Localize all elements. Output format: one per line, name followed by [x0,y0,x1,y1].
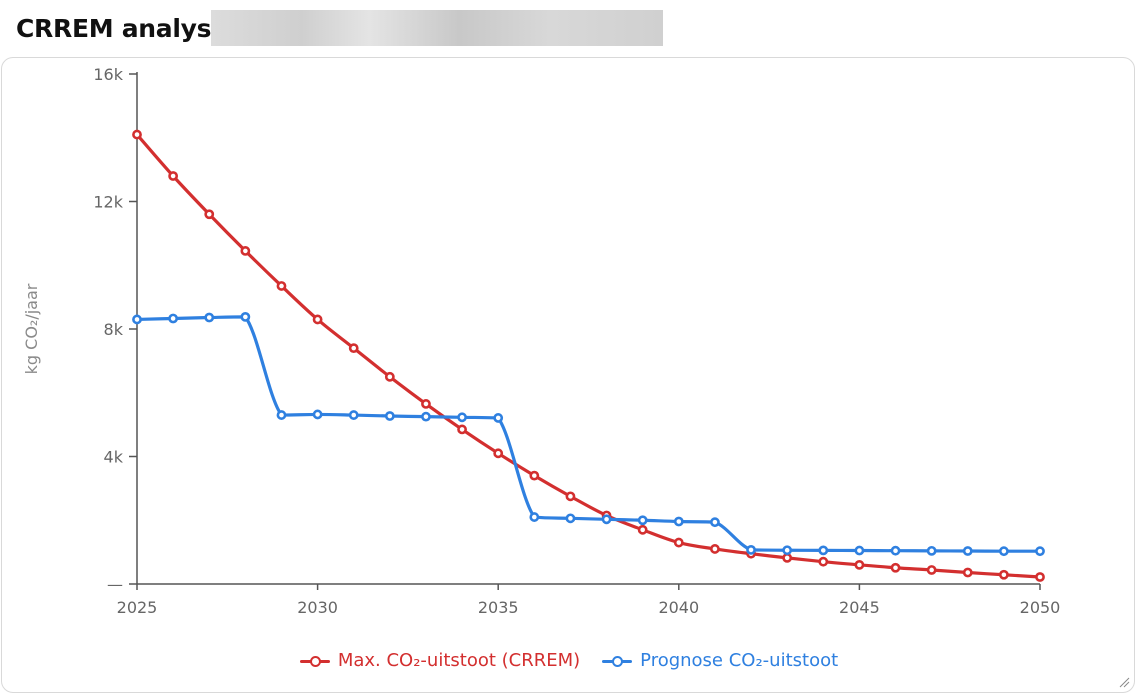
series-1-point [673,537,684,548]
legend-swatch-icon [299,655,330,667]
series-2-point [962,546,973,556]
series-2-point [348,410,359,420]
series-2-point [710,517,720,528]
series-2-point [998,546,1009,557]
x-tick-label: 2050 [1020,598,1061,617]
y-tick-label: — [107,575,123,594]
series-2-point [926,545,937,556]
chart-legend: Max. CO₂-uitstoot (CRREM) Prognose CO₂-ui… [0,650,1138,671]
series-1-point [457,424,467,435]
series-2-point [312,409,323,420]
x-tick-label: 2025 [117,598,158,617]
series-2-point [601,514,612,525]
series-1-point [1035,572,1045,582]
series-2-point [204,312,215,323]
series-1-point [421,399,431,409]
y-tick-label: 8k [104,320,124,339]
series-2-point [746,544,756,555]
series-2-point [854,545,865,556]
series-1-point [493,448,504,459]
series-2-point [673,516,684,527]
series-2-point [276,410,287,420]
legend-item-1[interactable]: Max. CO₂-uitstoot (CRREM) [299,650,581,671]
series-line-1 [135,132,1042,579]
series-1-point [998,569,1009,580]
y-tick-label: 16k [93,65,123,84]
x-tick-label: 2030 [297,598,338,617]
series-line-2 [135,315,1042,553]
series-2-point [168,313,179,324]
series-2-point [457,412,467,423]
redacted-title-block [211,10,664,46]
x-tick-label: 2040 [658,598,699,617]
series-2-point [529,512,540,522]
series-1-point [348,343,359,354]
legend-label: Max. CO₂-uitstoot (CRREM) [337,650,581,671]
legend-swatch-icon [602,655,633,667]
series-1-point [384,371,395,382]
series-1-point [890,562,901,573]
page-title: CRREM analys [16,13,212,43]
series-1-point [854,559,865,570]
series-2-point [782,545,793,556]
series-1-point [529,470,540,481]
series-1-point [818,556,829,567]
series-2-point [637,515,648,526]
series-1-point [962,567,973,578]
series-1-point [637,524,648,535]
series-2-point [890,545,901,556]
series-1-point [168,171,179,181]
series-1-point [240,246,251,256]
legend-label: Prognose CO₂-uitstoot [640,650,839,671]
series-2-point [132,314,142,325]
series-2-point [384,411,395,421]
series-1-point [204,209,215,220]
resize-handle-icon[interactable] [1118,676,1130,688]
series-2-point [1035,546,1045,557]
series-1-point [926,565,937,575]
y-tick-label: 4k [104,448,124,467]
x-tick-label: 2035 [478,598,519,617]
series-1-point [276,281,287,291]
series-1-point [312,314,323,325]
series-2-point [493,413,504,423]
x-tick-label: 2045 [839,598,880,617]
y-tick-label: 12k [93,193,123,212]
chart-card [1,57,1135,693]
y-axis-label: kg CO₂/jaar [22,283,41,374]
legend-item-2[interactable]: Prognose CO₂-uitstoot [602,650,838,671]
title-row: CRREM analys [16,8,664,48]
series-1-point [132,129,142,140]
series-2-point [818,545,829,556]
series-1-point [782,552,793,563]
series-1-point [710,544,720,554]
series-2-point [421,411,431,422]
series-1-point [565,491,576,502]
series-2-point [240,311,251,322]
series-2-point [565,513,576,524]
